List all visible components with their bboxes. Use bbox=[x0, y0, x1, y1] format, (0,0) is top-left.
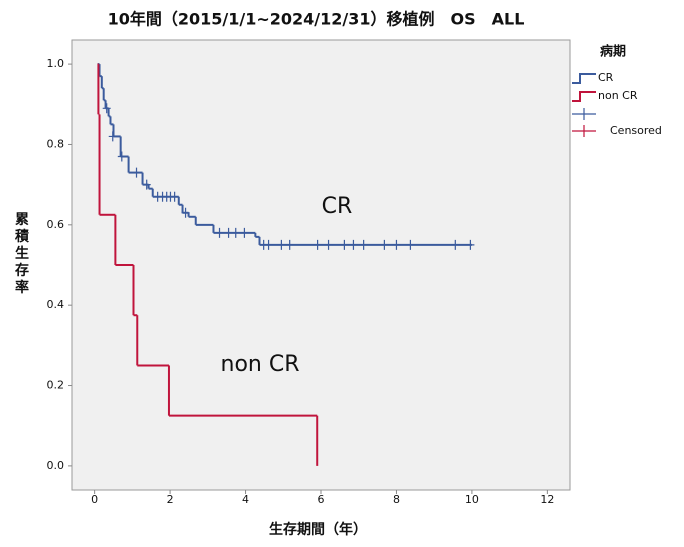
censor-mark bbox=[340, 239, 349, 250]
censor-mark bbox=[224, 227, 233, 238]
censor-mark bbox=[313, 239, 322, 250]
censor-mark bbox=[359, 239, 368, 250]
legend-title: 病期 bbox=[600, 44, 626, 60]
x-tick-label: 12 bbox=[540, 493, 554, 506]
annotation: CR bbox=[322, 194, 353, 219]
censor-mark bbox=[264, 239, 273, 250]
censor-mark bbox=[231, 227, 240, 238]
x-tick-label: 4 bbox=[242, 493, 249, 506]
censor-mark bbox=[240, 227, 249, 238]
legend-swatch bbox=[572, 91, 596, 102]
legend-label: Censored bbox=[610, 124, 662, 137]
legend-label: CR bbox=[598, 71, 614, 84]
censor-mark bbox=[380, 239, 389, 250]
y-tick-label: 0.2 bbox=[47, 379, 65, 392]
censor-mark bbox=[466, 239, 475, 250]
censor-mark bbox=[277, 239, 286, 250]
x-tick-label: 2 bbox=[167, 493, 174, 506]
x-tick-label: 10 bbox=[465, 493, 479, 506]
censor-mark bbox=[170, 191, 179, 202]
y-tick-label: 0.4 bbox=[47, 298, 65, 311]
censor-mark bbox=[102, 103, 111, 114]
censor-mark bbox=[181, 207, 190, 218]
legend-label: non CR bbox=[598, 89, 638, 102]
y-tick-label: 1.0 bbox=[47, 57, 65, 70]
censor-mark bbox=[392, 239, 401, 250]
y-tick-label: 0.6 bbox=[47, 218, 65, 231]
censor-mark bbox=[132, 167, 141, 178]
x-tick-label: 6 bbox=[318, 493, 325, 506]
legend-swatch bbox=[572, 73, 596, 84]
plot-area bbox=[71, 39, 571, 491]
legend-censor bbox=[572, 108, 596, 120]
censor-mark bbox=[349, 239, 358, 250]
x-axis-label: 生存期間（年） bbox=[269, 521, 367, 538]
y-tick-label: 0.8 bbox=[47, 137, 65, 150]
censor-mark bbox=[285, 239, 294, 250]
y-tick-label: 0.0 bbox=[47, 459, 65, 472]
censor-mark bbox=[406, 239, 415, 250]
y-axis-label: 累積生存率 bbox=[14, 212, 30, 296]
x-tick-label: 8 bbox=[393, 493, 400, 506]
chart-title: 10年間（2015/1/1~2024/12/31）移植例 OS ALL bbox=[108, 10, 525, 29]
censor-mark bbox=[215, 227, 224, 238]
censor-mark bbox=[108, 131, 117, 142]
x-tick-label: 0 bbox=[91, 493, 98, 506]
annotation: non CR bbox=[221, 352, 300, 377]
censor-mark bbox=[142, 179, 151, 190]
censor-mark bbox=[117, 151, 126, 162]
censor-mark bbox=[324, 239, 333, 250]
legend-censor bbox=[572, 125, 596, 137]
censor-mark bbox=[451, 239, 460, 250]
